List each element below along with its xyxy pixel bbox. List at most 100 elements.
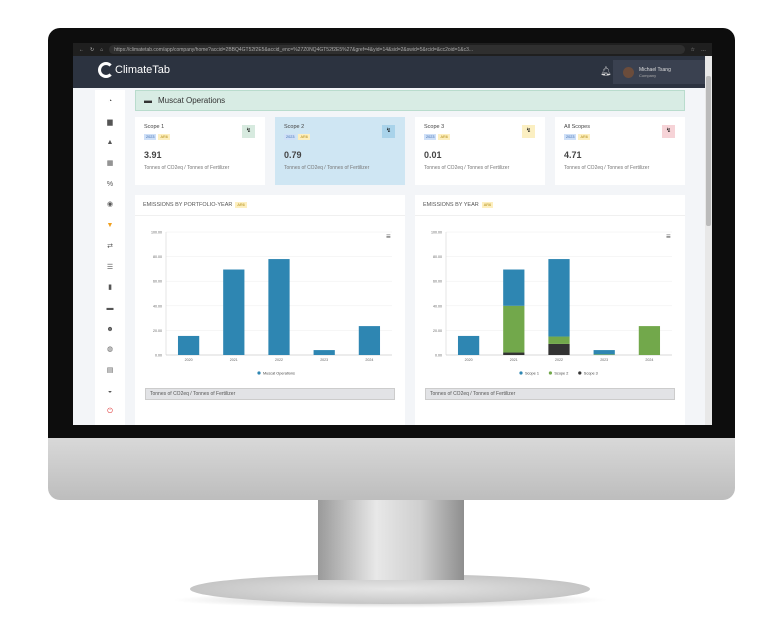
- address-bar[interactable]: https://climatetab.com/app/company/home?…: [109, 45, 685, 54]
- chart-footer: Tonnes of CO2eq / Tonnes of Fertilizer: [145, 388, 395, 400]
- scope-card[interactable]: Scope 2 2023 AR6 0.79 Tonnes of CO2eq / T…: [275, 117, 405, 185]
- bar: [548, 343, 570, 355]
- bar: [177, 335, 200, 355]
- app-header: ClimateTab 🔔︎ Michael Tsang Company: [73, 56, 712, 88]
- x-tick-label: 2024: [645, 358, 653, 362]
- car-icon[interactable]: ▆: [107, 118, 113, 126]
- card-value: 3.91: [144, 150, 162, 160]
- y-tick-label: 60.00: [153, 280, 162, 284]
- users-icon[interactable]: ☻: [106, 325, 114, 333]
- x-tick-label: 2023: [320, 358, 328, 362]
- year-badge: 2023: [284, 134, 297, 140]
- bar: [223, 269, 245, 355]
- scrollbar[interactable]: [705, 56, 712, 425]
- exchange-icon[interactable]: ⇄: [107, 242, 113, 250]
- document-icon[interactable]: ▤: [106, 366, 114, 374]
- y-tick-label: 20.00: [153, 329, 162, 333]
- x-tick-label: 2022: [555, 358, 563, 362]
- scope-card[interactable]: All Scopes 2023 AR6 4.71 Tonnes of CO2eq …: [555, 117, 685, 185]
- chart-title: EMISSIONS BY PORTFOLIO-YEAR: [143, 202, 233, 208]
- power-icon[interactable]: ⏻: [107, 408, 113, 416]
- ar6-badge: AR6: [158, 134, 170, 140]
- portfolio-banner: ▬ Muscat Operations: [135, 90, 685, 111]
- calculator-icon[interactable]: ▦: [106, 160, 114, 168]
- menu-icon[interactable]: …: [701, 46, 706, 53]
- notification-bell-icon[interactable]: 🔔︎: [600, 66, 612, 76]
- emissions-icon: ↯: [522, 125, 535, 138]
- browser-toolbar: ← ↻ ⌂ https://climatetab.com/app/company…: [73, 43, 712, 56]
- favorite-icon[interactable]: ☆: [690, 46, 695, 53]
- x-tick-label: 2021: [510, 358, 518, 362]
- chart-panel: EMISSIONS BY PORTFOLIO-YEAR AR6 0.00 20.00…: [135, 195, 405, 425]
- legend-label: Muscat Operations: [263, 371, 295, 375]
- x-tick-label: 2021: [230, 358, 238, 362]
- legend-marker: [519, 371, 523, 375]
- user-circle-icon[interactable]: ◍: [106, 346, 114, 354]
- emissions-icon: ↯: [242, 125, 255, 138]
- dashboard-icon[interactable]: ◔: [107, 98, 113, 105]
- card-value: 0.01: [424, 150, 442, 160]
- x-tick-label: 2023: [600, 358, 608, 362]
- home-icon[interactable]: ⌂: [100, 46, 104, 53]
- scope-card[interactable]: Scope 1 2023 AR6 3.91 Tonnes of CO2eq / T…: [135, 117, 265, 185]
- folder-icon[interactable]: ▬: [106, 304, 114, 312]
- card-title: All Scopes: [564, 124, 590, 130]
- banner-title: Muscat Operations: [158, 96, 226, 105]
- user-name: Michael Tsang: [639, 66, 671, 73]
- ar6-badge: AR6: [235, 202, 247, 208]
- bar: [548, 259, 570, 337]
- logo[interactable]: ClimateTab: [98, 62, 170, 78]
- user-menu[interactable]: Michael Tsang Company: [613, 60, 710, 84]
- scrollbar-thumb[interactable]: [706, 76, 711, 226]
- filter-icon[interactable]: ▼: [106, 222, 114, 230]
- screen: ← ↻ ⌂ https://climatetab.com/app/company…: [73, 43, 712, 425]
- card-title: Scope 1: [144, 124, 165, 130]
- avatar: [623, 66, 634, 78]
- chart-svg: 0.00 20.00 40.00 60.00 80.00 100.00 ≡ 2020 2021 2…: [431, 231, 672, 375]
- chart-menu-icon[interactable]: ≡: [386, 232, 391, 241]
- bell-icon[interactable]: ▲: [106, 139, 114, 147]
- bar: [593, 354, 615, 355]
- chart-svg: 0.00 20.00 40.00 60.00 80.00 100.00 ≡ 2020 2021 2…: [151, 231, 392, 375]
- y-tick-label: 0.00: [155, 354, 162, 358]
- list-icon[interactable]: ☰: [106, 263, 114, 271]
- x-tick-label: 2020: [465, 358, 473, 362]
- chart-menu-icon[interactable]: ≡: [666, 232, 671, 241]
- legend-label: Scope 3: [584, 371, 598, 375]
- card-value: 0.79: [284, 150, 302, 160]
- trash-icon[interactable]: ▮: [108, 284, 112, 292]
- year-badge: 2023: [564, 134, 577, 140]
- bar: [358, 326, 381, 355]
- logo-icon: [98, 62, 114, 78]
- y-tick-label: 20.00: [433, 329, 442, 333]
- chart-title: EMISSIONS BY YEAR: [423, 202, 479, 208]
- emissions-icon: ↯: [382, 125, 395, 138]
- y-tick-label: 40.00: [433, 304, 442, 308]
- year-badge: 2023: [424, 134, 437, 140]
- ar6-badge: AR6: [298, 134, 310, 140]
- refresh-icon[interactable]: ↻: [90, 46, 95, 53]
- bar: [503, 269, 525, 306]
- bar: [457, 335, 480, 355]
- monitor-chin: [48, 437, 735, 500]
- building-icon: ▬: [144, 96, 152, 105]
- bar: [268, 259, 290, 355]
- legend-marker: [578, 371, 582, 375]
- x-tick-label: 2022: [275, 358, 283, 362]
- y-tick-label: 80.00: [433, 255, 442, 259]
- url-text: https://climatetab.com/app/company/home?…: [114, 46, 474, 53]
- card-unit: Tonnes of CO2eq / Tonnes of Fertilizer: [144, 165, 230, 171]
- y-tick-label: 100.00: [431, 231, 442, 235]
- gauge-icon[interactable]: ◒: [107, 387, 113, 395]
- y-tick-label: 80.00: [153, 255, 162, 259]
- monitor-stand-neck: [318, 500, 464, 580]
- percent-icon[interactable]: %: [106, 180, 114, 188]
- back-icon[interactable]: ←: [79, 46, 84, 53]
- chart-panel: EMISSIONS BY YEAR AR6 0.00 20.00 40.00 60.00…: [415, 195, 685, 425]
- clock-icon[interactable]: ◉: [106, 201, 114, 209]
- logo-text: ClimateTab: [115, 64, 171, 76]
- bar: [503, 305, 525, 353]
- scope-card[interactable]: Scope 3 2023 AR6 0.01 Tonnes of CO2eq / T…: [415, 117, 545, 185]
- ar6-badge: AR6: [438, 134, 450, 140]
- x-tick-label: 2024: [365, 358, 373, 362]
